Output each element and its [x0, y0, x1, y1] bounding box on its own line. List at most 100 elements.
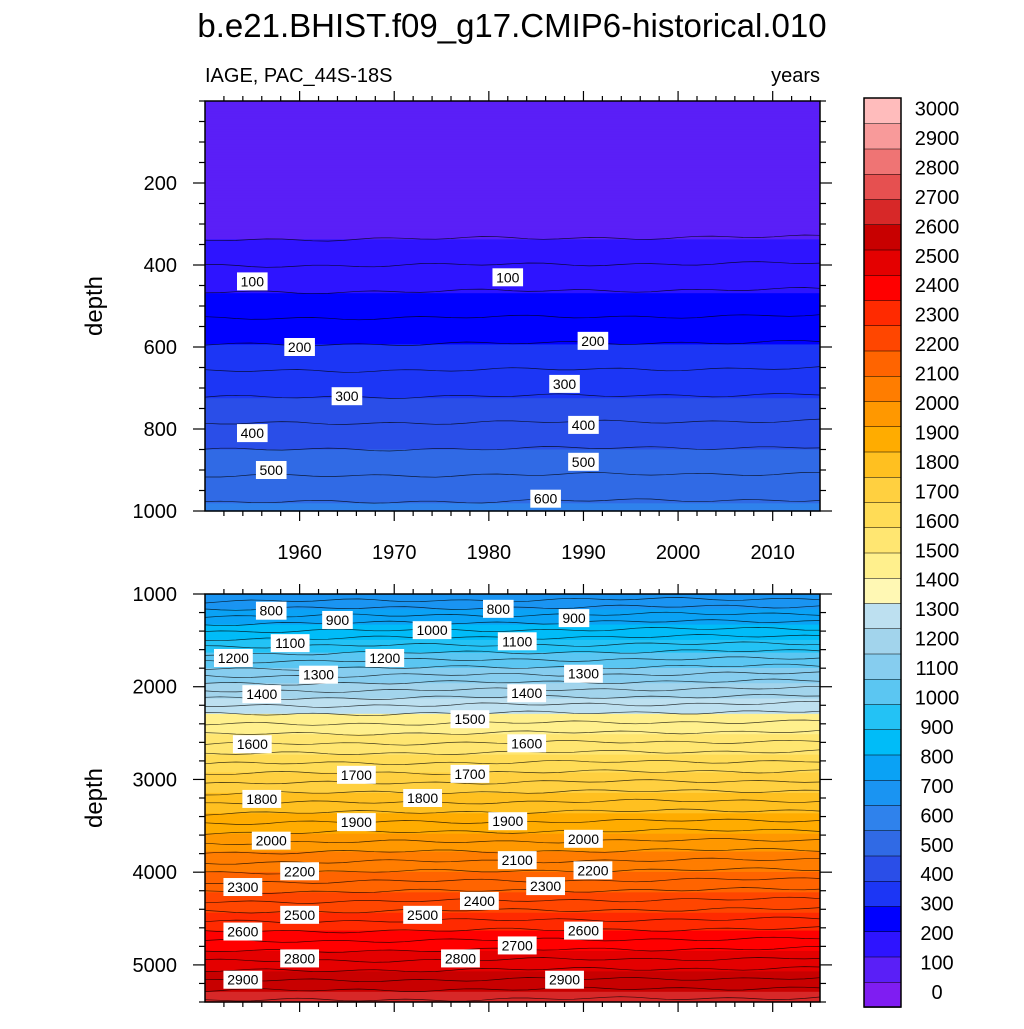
- contour-band: [205, 331, 820, 335]
- contour-band: [205, 236, 820, 240]
- contour-band: [205, 889, 820, 893]
- contour-band: [205, 185, 820, 189]
- contour-band: [205, 221, 820, 225]
- y-ticks-lower: 1000 2000 3000 4000 5000: [133, 584, 832, 1003]
- contour-band: [205, 136, 820, 141]
- contour-line: [204, 729, 821, 736]
- contour-label: 2400: [464, 893, 495, 909]
- contour-band: [205, 701, 820, 705]
- colorbar-swatch: [863, 577, 902, 604]
- contour-label: 2700: [502, 937, 533, 953]
- contour-band: [205, 655, 820, 659]
- contour-band: [205, 905, 820, 909]
- contour-band: [205, 627, 820, 631]
- contour-band: [205, 619, 820, 623]
- contour-band: [205, 413, 820, 417]
- contour-band: [205, 594, 820, 598]
- contour-band: [205, 239, 820, 243]
- contour-label: 2800: [445, 950, 476, 966]
- contour-band: [205, 224, 820, 228]
- contour-band: [205, 101, 820, 105]
- contour-band: [205, 188, 820, 192]
- contour-line: [204, 656, 821, 664]
- contour-label: 1900: [341, 814, 372, 830]
- contour-band: [205, 833, 820, 837]
- y-tick-label: 1000: [133, 501, 178, 523]
- contour-label: 1700: [341, 767, 372, 783]
- contour-labels-lower: 800 800 900 900 1000 1100 1100 1200 1200 1300 1300…: [213, 599, 613, 989]
- x-tick-label: 1990: [561, 542, 606, 564]
- contour-line: [204, 926, 821, 934]
- contour-label: 500: [260, 462, 284, 478]
- contour-band: [205, 434, 820, 438]
- contour-label-box: [526, 877, 566, 896]
- contour-label-box: [450, 710, 490, 729]
- colorbar-swatch: [863, 325, 902, 352]
- contour-band: [205, 754, 820, 758]
- contour-band: [205, 118, 820, 123]
- contour-band: [205, 487, 820, 492]
- contour-label-box: [441, 949, 480, 968]
- colorbar-label: 2200: [915, 334, 960, 356]
- contour-band: [205, 505, 820, 510]
- contour-band: [205, 206, 820, 210]
- contour-band: [205, 675, 820, 679]
- contour-label-box: [412, 621, 452, 640]
- contour-band: [205, 798, 820, 802]
- contour-line: [204, 418, 821, 425]
- contour-band: [205, 762, 820, 766]
- contour-fill-upper: [205, 101, 820, 512]
- contour-band: [205, 354, 820, 358]
- contour-band: [205, 226, 820, 230]
- contour-label-box: [284, 338, 315, 356]
- contour-band: [205, 108, 820, 112]
- contour-label: 1300: [568, 666, 599, 682]
- contour-band: [205, 897, 820, 901]
- contour-label-box: [564, 829, 603, 848]
- contour-band: [205, 843, 820, 848]
- contour-band: [205, 352, 820, 356]
- contour-band: [205, 467, 820, 471]
- contour-band: [205, 752, 820, 756]
- contour-band: [205, 208, 820, 212]
- contour-label-box: [483, 599, 514, 618]
- contour-band: [205, 650, 820, 654]
- contour-band: [205, 195, 820, 199]
- contour-band: [205, 295, 820, 299]
- contour-band: [205, 706, 820, 710]
- y-tick-label: 200: [144, 173, 177, 195]
- y-tick-label: 600: [144, 337, 177, 359]
- contour-band: [205, 708, 820, 712]
- contour-band: [205, 731, 820, 735]
- contour-label: 1200: [369, 650, 400, 666]
- contour-band: [205, 892, 820, 896]
- contour-band: [205, 759, 820, 763]
- contour-band: [205, 917, 820, 921]
- contour-band: [205, 241, 820, 246]
- contour-band: [205, 265, 820, 269]
- contour-band: [205, 480, 820, 484]
- contour-band: [205, 311, 820, 315]
- contour-band: [205, 231, 820, 235]
- y-tick-label: 2000: [133, 677, 178, 699]
- contour-band: [205, 357, 820, 361]
- contour-band: [205, 624, 820, 628]
- contour-label: 2300: [227, 879, 258, 895]
- contour-label-box: [564, 664, 603, 683]
- contour-line: [205, 798, 821, 805]
- contour-label: 2500: [407, 907, 438, 923]
- contour-band: [205, 349, 820, 353]
- contour-band: [205, 470, 820, 474]
- contour-band: [205, 874, 820, 878]
- contour-label: 2000: [256, 833, 287, 849]
- contour-band: [205, 334, 820, 338]
- contour-band: [205, 131, 820, 135]
- contour-line: [204, 779, 821, 785]
- contour-band: [205, 198, 820, 202]
- contour-band: [205, 780, 820, 784]
- contour-band: [205, 775, 820, 779]
- contour-label-box: [459, 891, 499, 910]
- contour-line: [204, 700, 821, 708]
- colorbar-label: 300: [920, 894, 953, 916]
